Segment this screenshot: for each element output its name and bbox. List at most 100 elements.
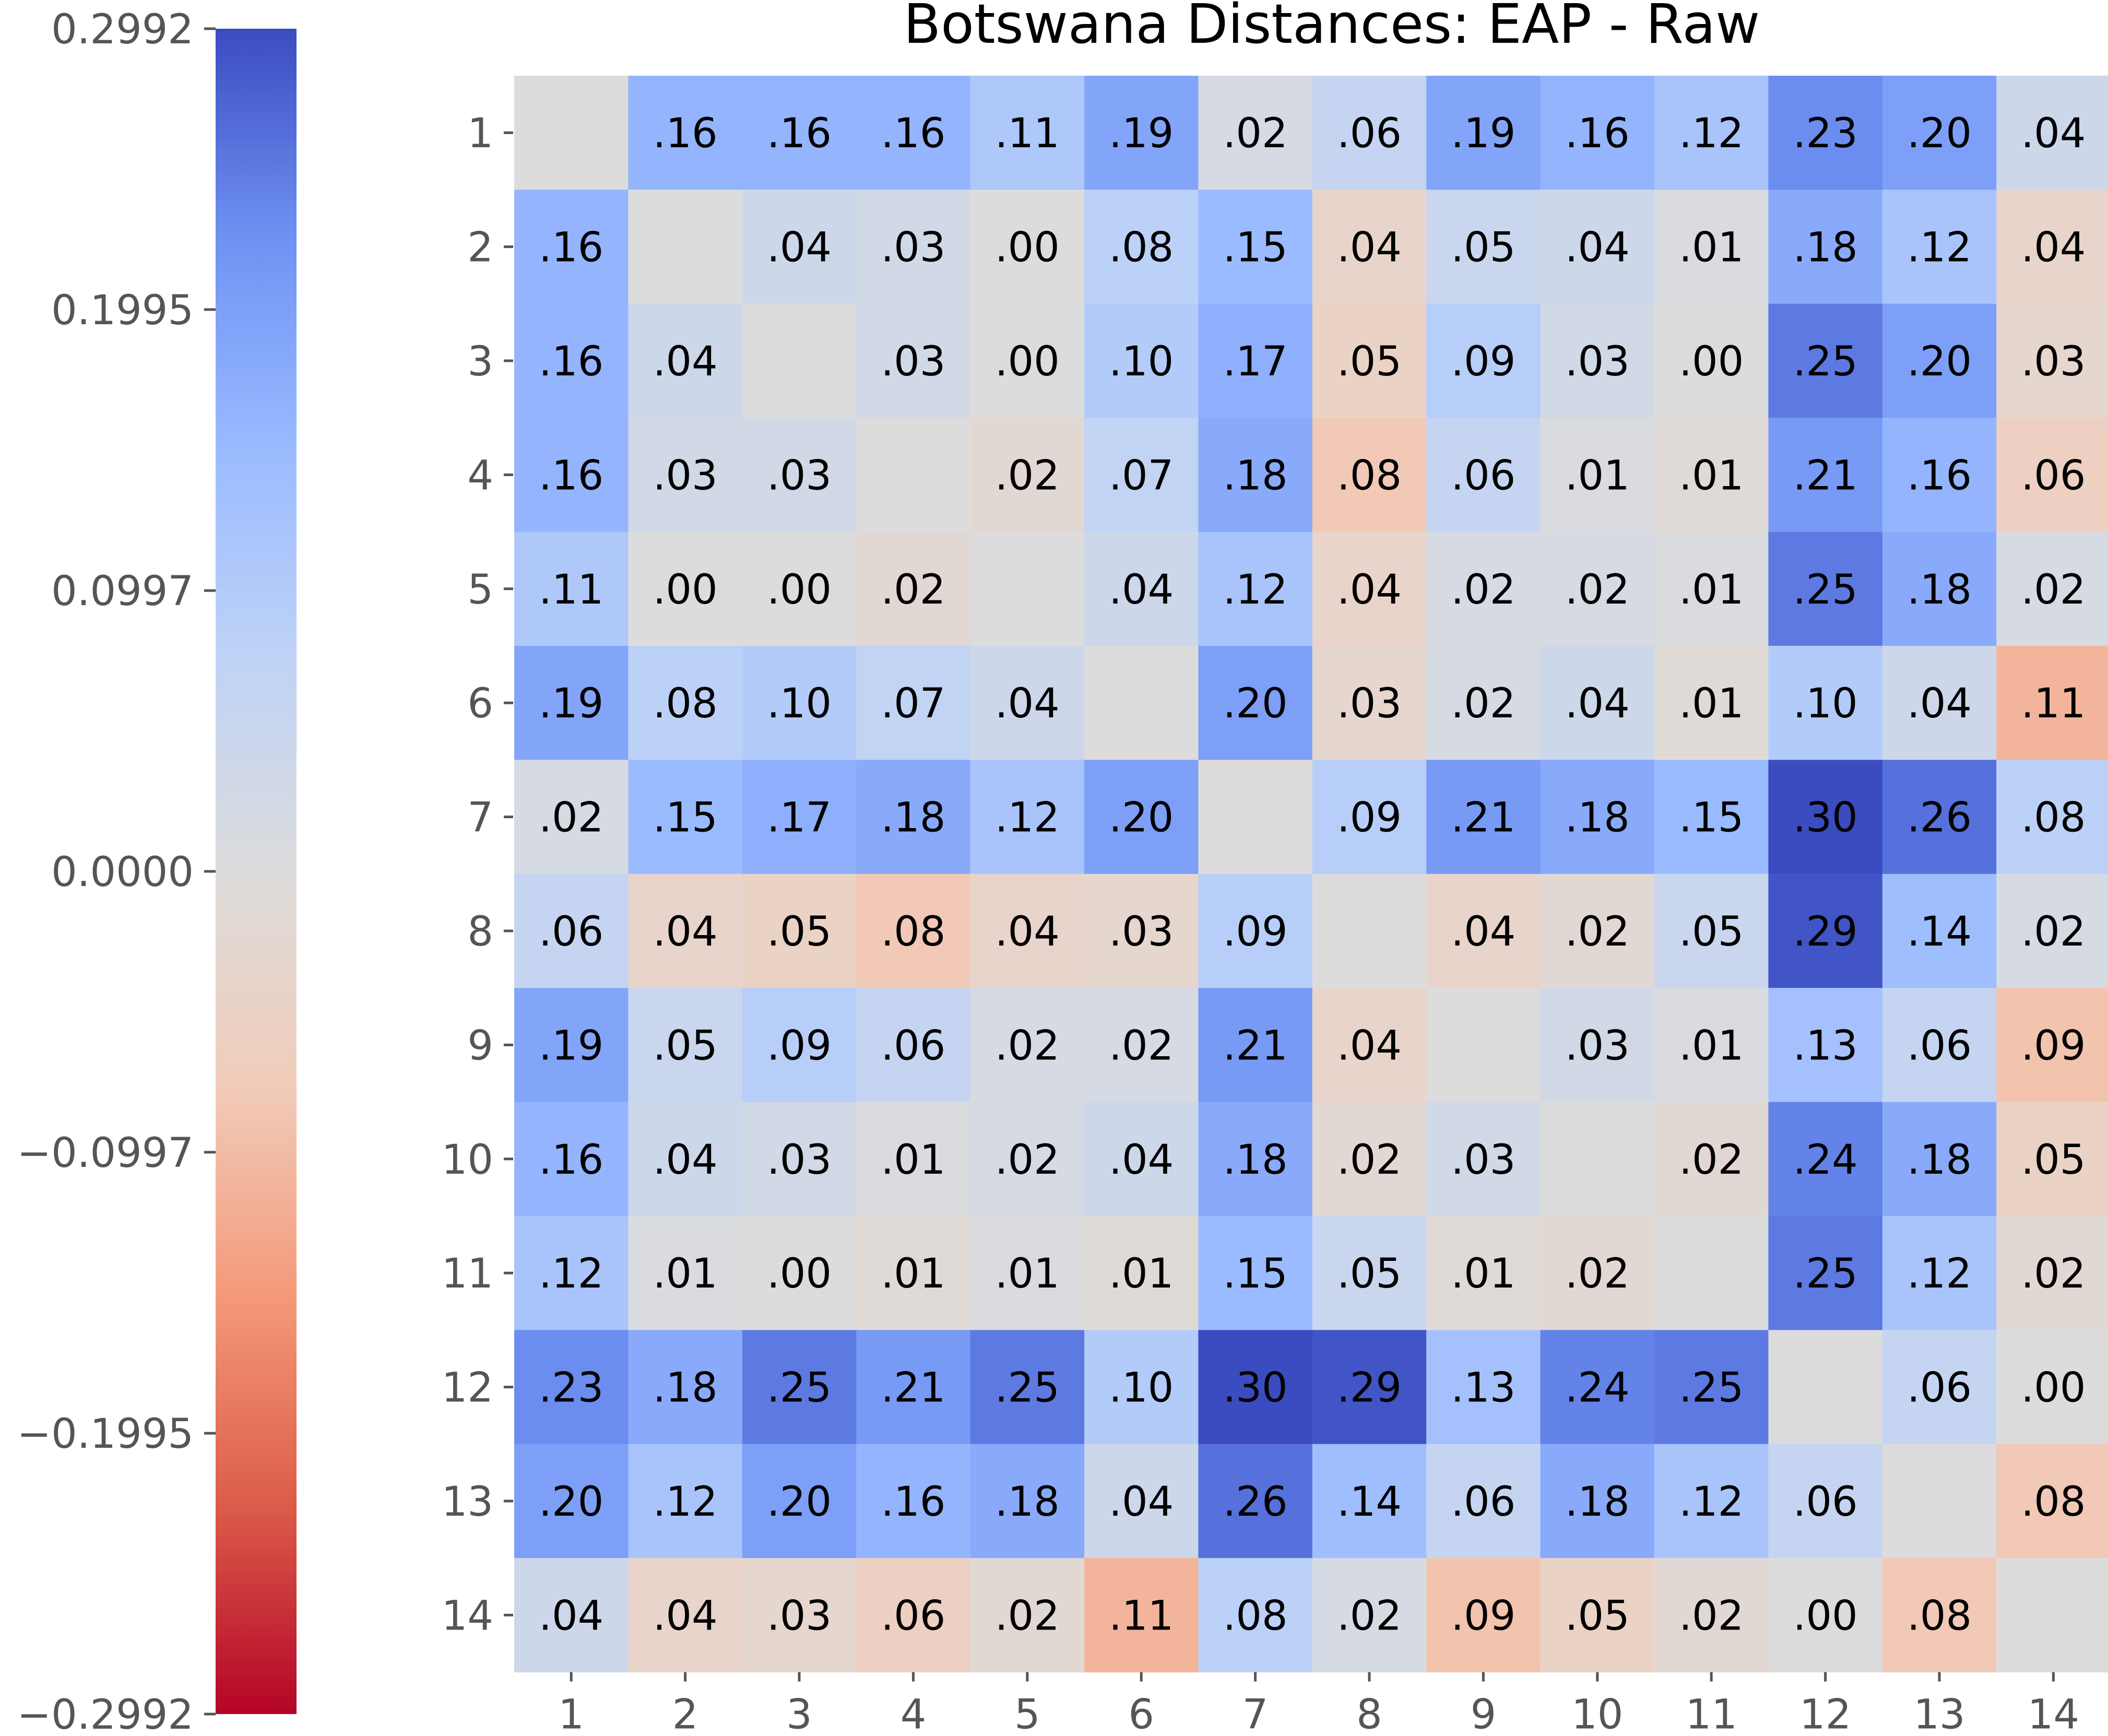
y-tick-label: 12 (442, 1365, 493, 1412)
cell-value-label: .07 (881, 680, 945, 727)
heatmap-cell (1084, 873, 1199, 988)
heatmap-cell (1654, 1102, 1769, 1217)
heatmap-cell (514, 76, 629, 190)
heatmap-cell (742, 873, 857, 988)
heatmap-cell (1312, 1330, 1427, 1445)
cell-value-label: .02 (1223, 110, 1288, 157)
cell-value-label: .06 (1793, 1479, 1858, 1526)
cell-value-label: .25 (767, 1365, 832, 1412)
heatmap-cell (1312, 1216, 1427, 1330)
heatmap-cell (1996, 76, 2108, 190)
heatmap-cell (1312, 760, 1427, 875)
heatmap-cell (1198, 1102, 1313, 1217)
heatmap-cell (1084, 190, 1199, 304)
cell-value-label: .20 (1907, 110, 1972, 157)
cell-value-label: .05 (1679, 908, 1744, 955)
cell-value-label: .01 (653, 1250, 718, 1297)
colorbar-ticks: 0.2992 0.1995 0.0997 0.0000 −0.0997 −0.1995 −0… (17, 6, 216, 1736)
cell-value-label: .04 (1109, 1479, 1174, 1526)
cell-value-label: .01 (1679, 225, 1744, 271)
heatmap-cell (1768, 988, 1883, 1103)
heatmap-cell (1084, 532, 1199, 646)
cell-value-label: .16 (539, 452, 603, 499)
cell-value-label: .02 (995, 1137, 1060, 1184)
heatmap-cell (856, 303, 971, 418)
x-tick-label: 11 (1686, 1692, 1737, 1736)
heatmap-cell (1768, 1330, 1883, 1445)
cell-value-label: .04 (1337, 566, 1402, 613)
heatmap-cell (514, 646, 629, 760)
x-tick-label: 9 (1471, 1692, 1497, 1736)
heatmap-cell (970, 418, 1085, 533)
cell-value-label: .15 (1223, 225, 1288, 271)
cell-value-label: .21 (881, 1365, 945, 1412)
cell-value-label: .08 (1109, 225, 1174, 271)
cell-value-label: .04 (2021, 110, 2086, 157)
heatmap-cell (1198, 190, 1313, 304)
cell-value-label: .01 (1679, 566, 1744, 613)
heatmap-cell (1540, 1216, 1655, 1330)
cell-value-label: .03 (1451, 1137, 1515, 1184)
heatmap-cell (970, 646, 1085, 760)
cell-value-label: .01 (1109, 1250, 1174, 1297)
heatmap-cell (1996, 988, 2108, 1103)
x-tick-label: 13 (1913, 1692, 1965, 1736)
cell-value-label: .25 (995, 1365, 1060, 1412)
heatmap-cell (1426, 1216, 1541, 1330)
cell-value-label: .02 (1679, 1137, 1744, 1184)
heatmap-cell (628, 1216, 743, 1330)
heatmap-cell (1654, 303, 1769, 418)
cell-value-label: .13 (1793, 1022, 1858, 1069)
heatmap-cell (856, 532, 971, 646)
y-tick-label: 8 (467, 908, 493, 955)
cell-value-label: .05 (653, 1022, 718, 1069)
cell-value-label: .11 (1109, 1592, 1174, 1639)
cell-value-label: .09 (767, 1022, 832, 1069)
heatmap-cell (1084, 988, 1199, 1103)
cell-value-label: .26 (1907, 795, 1972, 842)
heatmap-cell (1654, 1558, 1769, 1673)
heatmap-cell (1198, 988, 1313, 1103)
heatmap-cell (742, 1216, 857, 1330)
heatmap-cell (1768, 303, 1883, 418)
cell-value-label: .03 (767, 452, 832, 499)
heatmap-cell (514, 190, 629, 304)
cell-value-label: .02 (1337, 1592, 1402, 1639)
cell-value-label: .04 (653, 1592, 718, 1639)
heatmap-cell (1996, 1102, 2108, 1217)
cell-value-label: .20 (1907, 338, 1972, 385)
cell-value-label: .09 (1451, 338, 1515, 385)
heatmap-cell (1996, 1330, 2108, 1445)
heatmap-cell (514, 1444, 629, 1558)
cell-value-label: .30 (1793, 795, 1858, 842)
cell-value-label: .12 (1907, 1250, 1972, 1297)
cell-value-label: .16 (539, 225, 603, 271)
heatmap-cell (1882, 418, 1997, 533)
cell-value-label: .03 (1337, 680, 1402, 727)
x-tick-label: 7 (1242, 1692, 1269, 1736)
heatmap-cell (514, 303, 629, 418)
heatmap-cell (1312, 646, 1427, 760)
heatmap-cell (514, 873, 629, 988)
heatmap-cell (1312, 190, 1427, 304)
cell-value-label: .05 (1337, 338, 1402, 385)
heatmap-cell (628, 1444, 743, 1558)
heatmap-cell (970, 1102, 1085, 1217)
heatmap-cell (1654, 646, 1769, 760)
cell-value-label: .06 (1451, 452, 1515, 499)
heatmap-cell (1084, 760, 1199, 875)
heatmap-cell (1084, 1444, 1199, 1558)
colorbar-tick-label: 0.2992 (51, 6, 194, 53)
heatmap-cell (628, 988, 743, 1103)
cell-value-label: .03 (653, 452, 718, 499)
heatmap-cell (1882, 76, 1997, 190)
cell-value-label: .10 (1793, 680, 1858, 727)
cell-value-label: .03 (1109, 908, 1174, 955)
cell-value-label: .25 (1679, 1365, 1744, 1412)
heatmap-cell (742, 646, 857, 760)
heatmap-cell (1996, 646, 2108, 760)
heatmap-cell (514, 1102, 629, 1217)
cell-value-label: .04 (1337, 225, 1402, 271)
cell-value-label: .26 (1223, 1479, 1288, 1526)
